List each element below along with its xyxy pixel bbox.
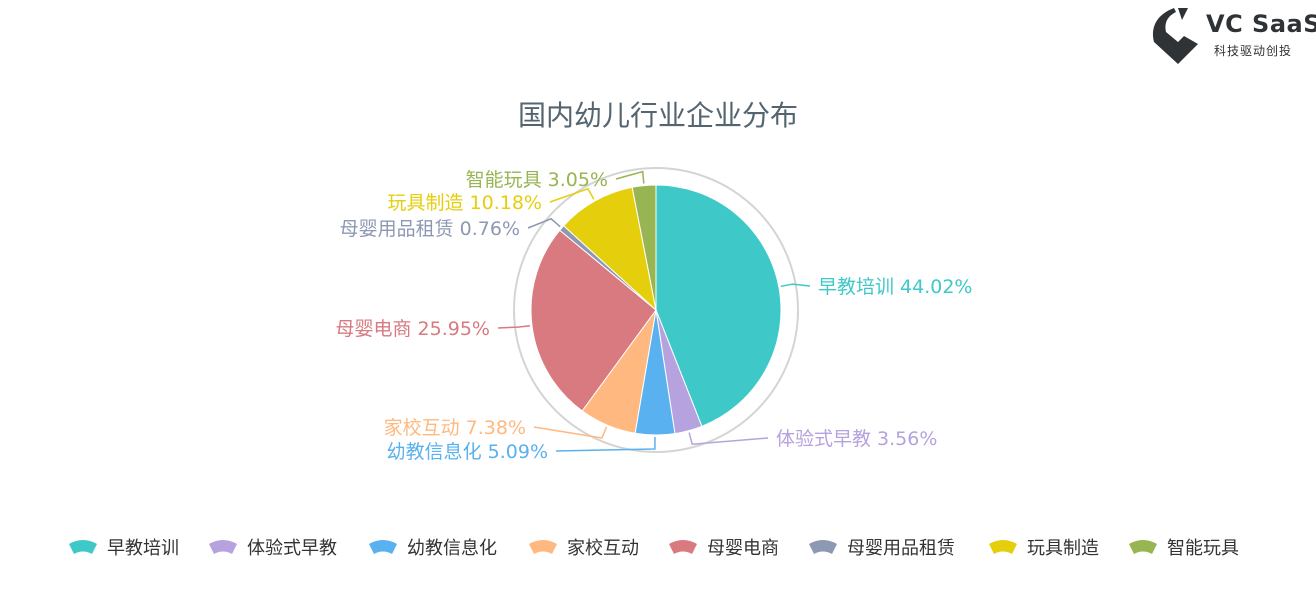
leader-line xyxy=(688,432,769,445)
pie-slice[interactable] xyxy=(655,184,782,427)
label-leader-lines xyxy=(497,170,811,452)
pie-slice[interactable] xyxy=(631,184,657,311)
legend-item[interactable]: 玩具制造 xyxy=(988,533,1099,561)
legend-item[interactable]: 早教培训 xyxy=(68,533,179,561)
chart-title: 国内幼儿行业企业分布 xyxy=(517,99,798,132)
legend-swatch-icon xyxy=(669,540,697,554)
legend-swatch-icon xyxy=(989,540,1017,554)
legend-label: 早教培训 xyxy=(107,538,179,559)
leader-line xyxy=(549,187,595,203)
legend-item[interactable]: 体验式早教 xyxy=(208,533,337,561)
legend-swatch-icon xyxy=(209,540,237,554)
slice-label: 早教培训 44.02% xyxy=(818,276,973,298)
legend-label: 体验式早教 xyxy=(247,538,337,559)
leader-line xyxy=(533,426,608,439)
legend: 早教培训 体验式早教 幼教信息化 家校互动 母婴电商 母婴用品租赁 玩具制造 智能玩具 xyxy=(0,533,1316,561)
legend-item[interactable]: 母婴用品租赁 xyxy=(808,533,955,561)
slice-label: 智能玩具 3.05% xyxy=(466,169,608,191)
slice-label: 玩具制造 10.18% xyxy=(388,192,543,214)
legend-label: 母婴电商 xyxy=(707,538,779,559)
leader-line xyxy=(780,283,811,288)
logo-mark-icon xyxy=(1152,8,1198,64)
pie-outer-ring xyxy=(513,167,799,453)
leader-line xyxy=(497,324,531,329)
legend-label: 智能玩具 xyxy=(1167,538,1239,559)
logo-subtitle: 科技驱动创投 xyxy=(1214,44,1293,58)
legend-label: 幼教信息化 xyxy=(407,538,497,559)
pie-slice[interactable] xyxy=(530,229,657,412)
legend-label: 家校互动 xyxy=(567,538,639,559)
slice-label: 母婴电商 25.95% xyxy=(336,318,491,340)
leader-line xyxy=(555,436,656,452)
legend-swatch-icon xyxy=(369,540,397,554)
legend-label: 玩具制造 xyxy=(1027,538,1099,559)
slice-label: 体验式早教 3.56% xyxy=(776,428,937,450)
slice-labels: 早教培训 44.02% 体验式早教 3.56% 幼教信息化 5.09%家校互动 7.… xyxy=(336,169,973,463)
slice-label: 家校互动 7.38% xyxy=(384,417,526,439)
logo-title: VC SaaS xyxy=(1206,10,1316,38)
slice-label: 母婴用品租赁 0.76% xyxy=(340,218,520,240)
leader-line xyxy=(527,217,561,229)
slice-label: 幼教信息化 5.09% xyxy=(387,441,548,463)
legend-label: 母婴用品租赁 xyxy=(847,538,955,559)
legend-item[interactable]: 家校互动 xyxy=(528,533,639,561)
logo: VC SaaS 科技驱动创投 xyxy=(1148,6,1316,68)
leader-line xyxy=(615,170,645,184)
legend-swatch-icon xyxy=(69,540,97,554)
legend-swatch-icon xyxy=(529,540,557,554)
pie-slice[interactable] xyxy=(562,186,657,312)
legend-swatch-icon xyxy=(1129,540,1157,554)
legend-item[interactable]: 母婴电商 xyxy=(668,533,779,561)
legend-item[interactable]: 智能玩具 xyxy=(1128,533,1239,561)
legend-swatch-icon xyxy=(809,540,837,554)
legend-item[interactable]: 幼教信息化 xyxy=(368,533,497,561)
pie-slices xyxy=(530,184,782,436)
